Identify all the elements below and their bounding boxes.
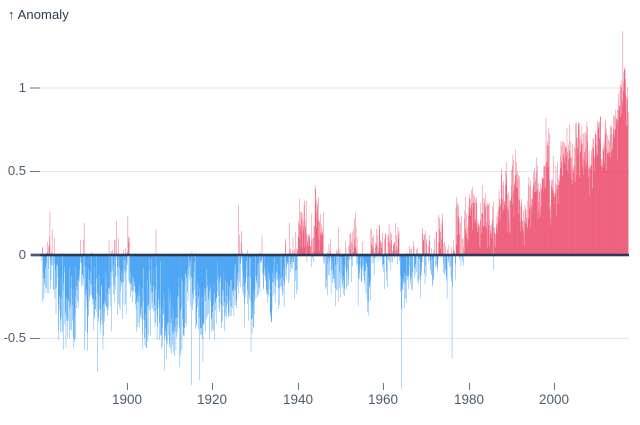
bars-layer: [41, 31, 629, 389]
y-axis-label: 1: [18, 80, 26, 95]
x-axis-label: 1900: [111, 392, 143, 407]
x-axis-label: 1940: [282, 392, 314, 407]
x-axis-label: 2000: [538, 392, 570, 407]
y-axis-label: -0.5: [3, 330, 26, 345]
x-axis-label: 1960: [367, 392, 399, 407]
x-axis-label: 1980: [453, 392, 485, 407]
y-axis-label: 0: [18, 247, 26, 262]
y-axis-label: 0.5: [7, 163, 26, 178]
chart-title: ↑ Anomaly: [8, 7, 69, 22]
zero-baseline: [31, 253, 629, 257]
x-axis-label: 1920: [196, 392, 228, 407]
